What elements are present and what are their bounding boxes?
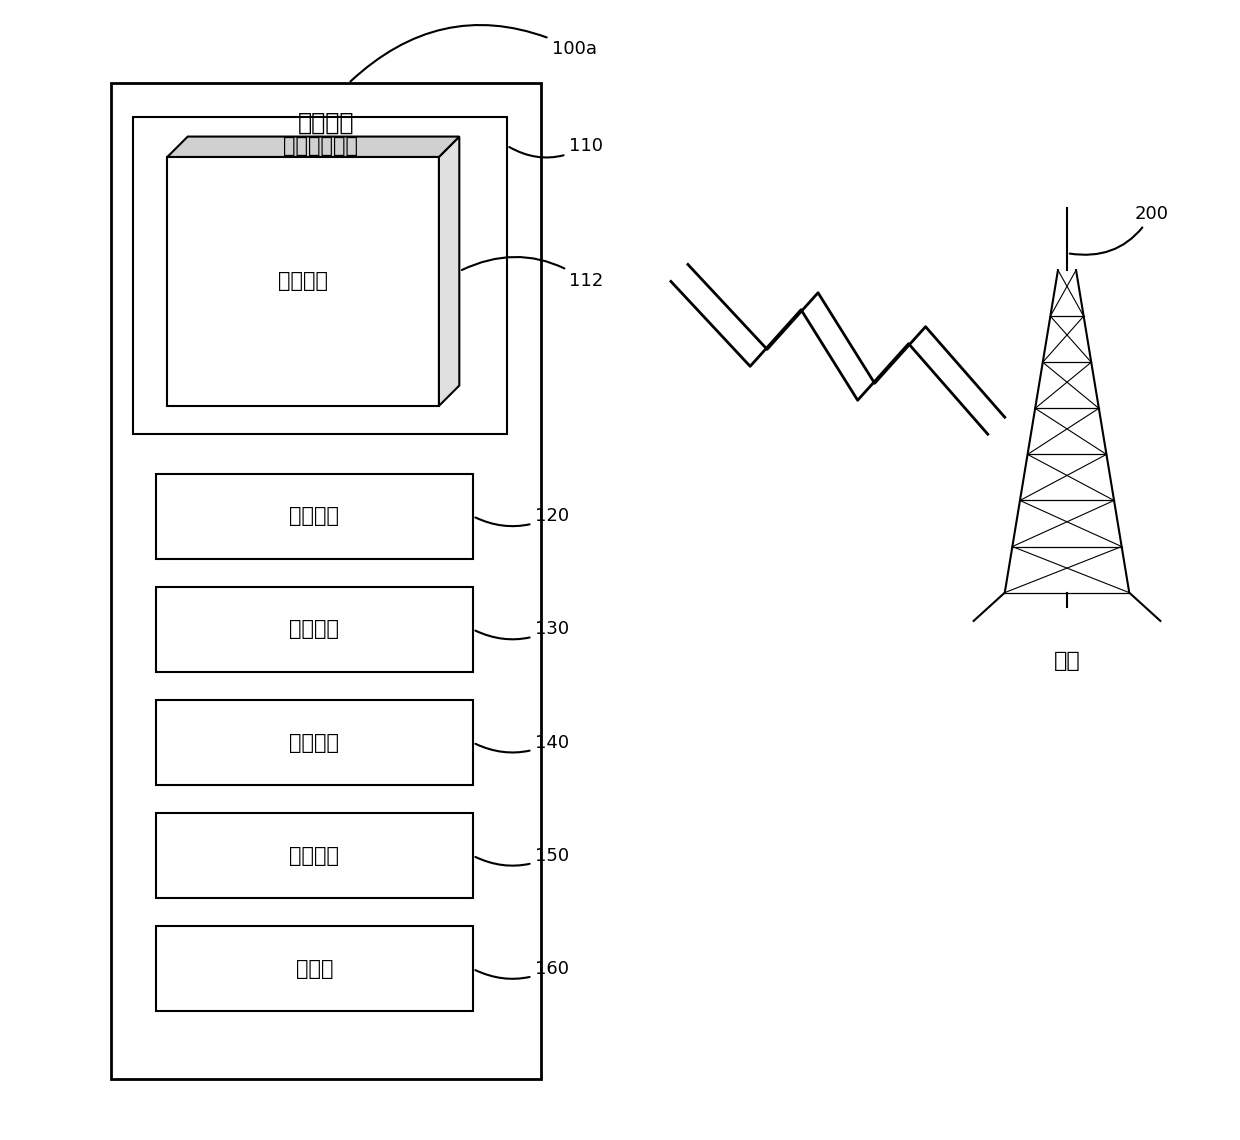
Text: 140: 140 [475,733,569,752]
Bar [156,474,472,559]
Text: 存储模块: 存储模块 [289,846,340,865]
Text: 扫描模块: 扫描模块 [289,733,340,752]
Text: 130: 130 [475,620,569,640]
Bar [134,117,507,434]
Text: 定位模块: 定位模块 [289,506,340,527]
Text: 100a: 100a [351,25,598,81]
Polygon shape [167,137,459,157]
Text: 处理器: 处理器 [295,959,334,979]
Text: 200: 200 [1070,204,1169,254]
Bar [156,813,472,898]
Text: 112: 112 [461,256,604,291]
Text: 基站: 基站 [1054,651,1080,670]
Text: 160: 160 [475,960,569,979]
Text: 150: 150 [475,847,569,865]
Bar [156,700,472,785]
Text: 120: 120 [475,507,569,527]
Bar [156,587,472,671]
Text: 移动设备: 移动设备 [298,111,353,135]
Text: 频道管理模块: 频道管理模块 [283,136,357,156]
Bar [110,83,541,1080]
Polygon shape [439,137,459,406]
Text: 匹配模块: 匹配模块 [289,619,340,640]
Text: 110: 110 [510,137,603,157]
Text: 频道列表: 频道列表 [278,271,329,292]
Bar [156,927,472,1011]
Bar [167,157,439,406]
